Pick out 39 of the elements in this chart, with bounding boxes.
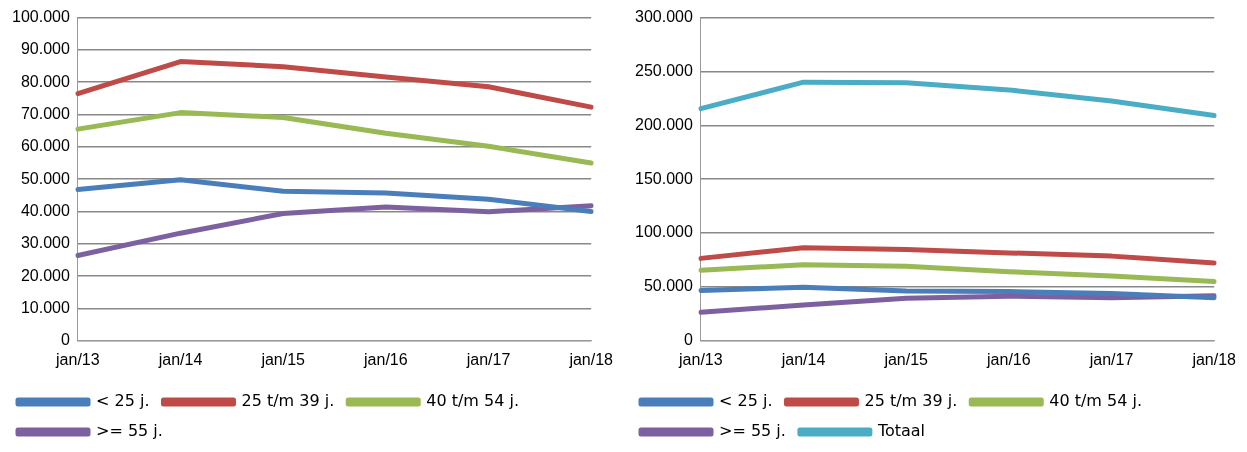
x-tick-label: jan/15 (883, 350, 929, 368)
y-tick-label: 250.000 (634, 61, 693, 79)
x-tick-label: jan/17 (1088, 350, 1134, 368)
legend-label: >= 55 j. (96, 421, 163, 441)
y-tick-label: 0 (683, 331, 693, 349)
legend-label: 40 t/m 54 j. (426, 391, 519, 411)
y-tick-label: 80.000 (20, 72, 70, 90)
x-tick-label: jan/14 (780, 350, 826, 368)
y-tick-label: 10.000 (20, 298, 70, 316)
x-tick-label: jan/13 (55, 350, 100, 368)
legend-label: < 25 j. (96, 391, 150, 411)
y-tick-label: 70.000 (20, 104, 70, 122)
x-tick-label: jan/18 (1191, 350, 1237, 368)
legend-label: < 25 j. (719, 391, 773, 411)
x-tick-label: jan/15 (260, 350, 306, 368)
legend-label: 25 t/m 39 j. (241, 391, 335, 411)
x-tick-label: jan/13 (678, 350, 723, 368)
legend-label: 25 t/m 39 j. (864, 391, 958, 411)
y-tick-label: 150.000 (634, 169, 693, 187)
y-tick-label: 60.000 (20, 137, 70, 155)
legend-label: >= 55 j. (719, 421, 786, 441)
y-tick-label: 20.000 (20, 266, 70, 284)
y-tick-label: 30.000 (20, 234, 70, 252)
y-tick-label: 50.000 (643, 277, 693, 295)
y-tick-label: 100.000 (634, 223, 693, 241)
y-tick-label: 40.000 (20, 201, 70, 219)
x-tick-label: jan/16 (986, 350, 1031, 368)
y-tick-label: 50.000 (20, 169, 70, 187)
x-tick-label: jan/18 (568, 350, 614, 368)
legend-label: Totaal (876, 421, 926, 441)
legend-label: 40 t/m 54 j. (1049, 391, 1142, 411)
x-tick-label: jan/17 (465, 350, 511, 368)
y-tick-label: 300.000 (634, 8, 693, 26)
x-tick-label: jan/14 (157, 350, 203, 368)
y-tick-label: 100.000 (11, 8, 70, 26)
y-tick-label: 90.000 (20, 40, 70, 58)
y-tick-label: 0 (60, 331, 70, 349)
y-tick-label: 200.000 (634, 115, 693, 133)
x-tick-label: jan/16 (363, 350, 408, 368)
